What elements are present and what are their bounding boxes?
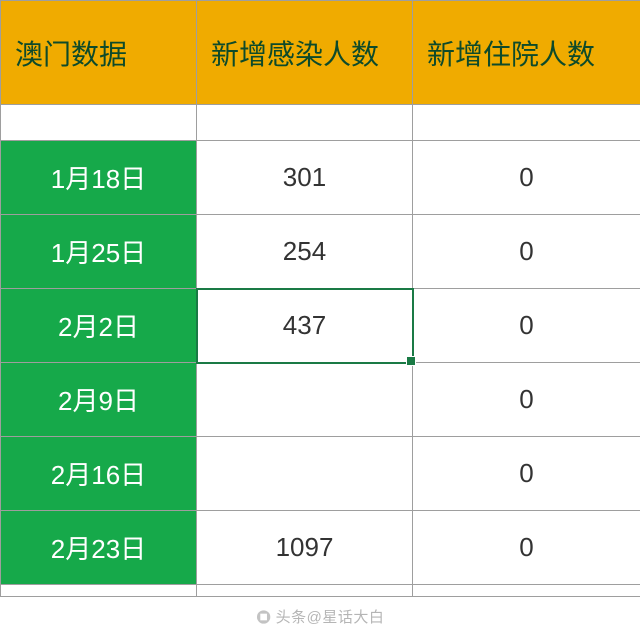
data-table: 澳门数据新增感染人数新增住院人数 1月18日30101月25日25402月2日4… [0, 0, 640, 597]
hospitalizations-cell[interactable]: 0 [413, 141, 640, 215]
hospitalizations-cell[interactable]: 0 [413, 363, 640, 437]
infections-cell[interactable]: 437 [197, 289, 413, 363]
spacer-cell [413, 105, 640, 141]
table-row: 1月18日3010 [1, 141, 640, 215]
column-header-1: 新增感染人数 [197, 1, 413, 105]
infections-cell[interactable]: 301 [197, 141, 413, 215]
hospitalizations-cell[interactable]: 0 [413, 289, 640, 363]
trailing-cell [197, 585, 413, 597]
hospitalizations-cell[interactable]: 0 [413, 215, 640, 289]
spacer-row [1, 105, 640, 141]
trailing-cell [1, 585, 197, 597]
trailing-row [1, 585, 640, 597]
column-header-2: 新增住院人数 [413, 1, 640, 105]
infections-cell[interactable] [197, 363, 413, 437]
date-cell[interactable]: 1月18日 [1, 141, 197, 215]
infections-cell[interactable] [197, 437, 413, 511]
infections-cell[interactable]: 254 [197, 215, 413, 289]
table-row: 2月2日4370 [1, 289, 640, 363]
table-row: 2月16日 0 [1, 437, 640, 511]
infections-cell[interactable]: 1097 [197, 511, 413, 585]
header-row: 澳门数据新增感染人数新增住院人数 [1, 1, 640, 105]
date-cell[interactable]: 2月2日 [1, 289, 197, 363]
table-row: 2月9日 0 [1, 363, 640, 437]
hospitalizations-cell[interactable]: 0 [413, 437, 640, 511]
hospitalizations-cell[interactable]: 0 [413, 511, 640, 585]
table-row: 2月23日10970 [1, 511, 640, 585]
column-header-0: 澳门数据 [1, 1, 197, 105]
date-cell[interactable]: 2月23日 [1, 511, 197, 585]
spacer-cell [1, 105, 197, 141]
table-row: 1月25日2540 [1, 215, 640, 289]
trailing-cell [413, 585, 640, 597]
date-cell[interactable]: 2月9日 [1, 363, 197, 437]
watermark-text: 头条@星话大白 [276, 606, 385, 627]
spacer-cell [197, 105, 413, 141]
watermark: 头条@星话大白 [256, 606, 385, 627]
watermark-icon [256, 609, 272, 625]
date-cell[interactable]: 2月16日 [1, 437, 197, 511]
date-cell[interactable]: 1月25日 [1, 215, 197, 289]
table-container: 澳门数据新增感染人数新增住院人数 1月18日30101月25日25402月2日4… [0, 0, 640, 633]
